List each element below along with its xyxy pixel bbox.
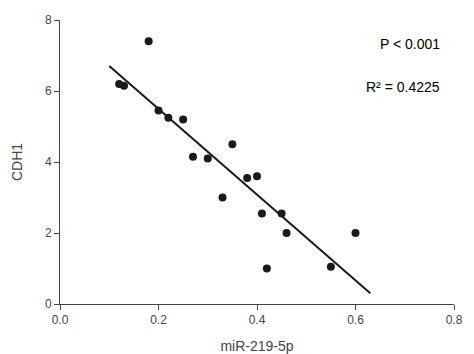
svg-text:6: 6 xyxy=(45,84,52,98)
svg-text:miR-219-5p: miR-219-5p xyxy=(220,338,293,354)
svg-text:0.0: 0.0 xyxy=(52,313,69,327)
svg-text:0.2: 0.2 xyxy=(150,313,167,327)
svg-text:8: 8 xyxy=(45,13,52,27)
svg-text:0.8: 0.8 xyxy=(446,313,463,327)
svg-text:0.6: 0.6 xyxy=(347,313,364,327)
svg-text:CDH1: CDH1 xyxy=(9,143,25,181)
svg-text:R² = 0.4225: R² = 0.4225 xyxy=(366,79,440,95)
svg-text:0.4: 0.4 xyxy=(249,313,266,327)
svg-text:2: 2 xyxy=(45,226,52,240)
svg-text:0: 0 xyxy=(45,297,52,311)
svg-text:4: 4 xyxy=(45,155,52,169)
svg-text:P < 0.001: P < 0.001 xyxy=(380,36,440,52)
